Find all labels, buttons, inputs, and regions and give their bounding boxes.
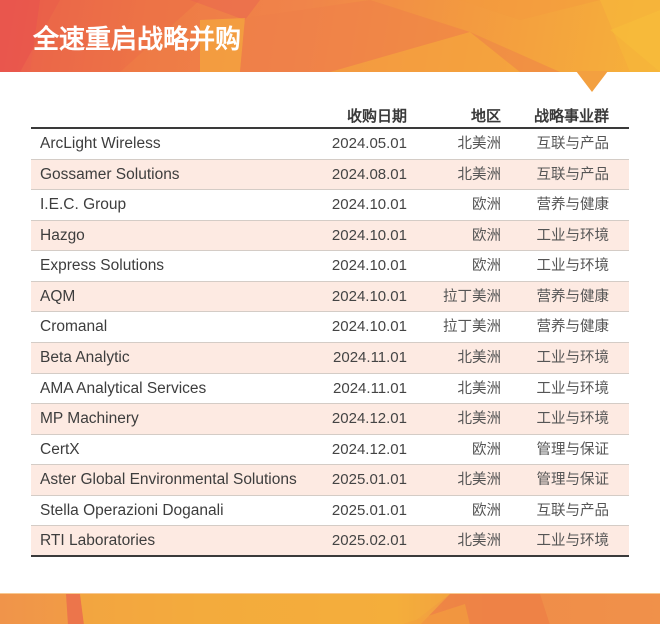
- footer-banner: [0, 593, 660, 624]
- acquisition-date: 2024.08.01: [331, 165, 407, 183]
- business-group: 工业与环境: [536, 258, 610, 275]
- region: 北美洲: [457, 533, 502, 550]
- business-group: 管理与保证: [536, 441, 610, 458]
- acquisition-date: 2024.11.01: [333, 379, 407, 397]
- business-group: 营养与健康: [536, 197, 610, 214]
- table-row: AQM 2024.10.01 拉丁美洲 营养与健康: [31, 281, 629, 313]
- company-name: ArcLight Wireless: [40, 135, 161, 152]
- table-row: ArcLight Wireless 2024.05.01 北美洲 互联与产品: [31, 129, 629, 160]
- region: 欧洲: [472, 227, 501, 244]
- company-name: Beta Analytic: [40, 348, 130, 366]
- region: 北美洲: [457, 380, 502, 397]
- company-name: Hazgo: [40, 226, 85, 244]
- table-row: Aster Global Environmental Solutions 202…: [31, 465, 629, 496]
- acquisition-date: 2024.11.01: [333, 348, 407, 366]
- column-header-group: 战略事业群: [533, 107, 609, 125]
- company-name: I.E.C. Group: [40, 196, 127, 214]
- table-row: CertX 2024.12.01 欧洲 管理与保证: [31, 434, 629, 466]
- acquisition-date: 2024.12.01: [331, 410, 407, 428]
- column-header-date: 收购日期: [346, 107, 407, 125]
- company-name: RTI Laboratories: [40, 532, 156, 550]
- table-row: Beta Analytic 2024.11.01 北美洲 工业与环境: [31, 342, 629, 374]
- pointer-triangle: [576, 71, 608, 92]
- region: 北美洲: [457, 349, 502, 366]
- table-row: Hazgo 2024.10.01 欧洲 工业与环境: [31, 220, 629, 252]
- business-group: 互联与产品: [536, 166, 610, 183]
- header-banner: 全速重启战略并购: [0, 0, 660, 72]
- business-group: 工业与环境: [536, 380, 610, 397]
- page-title: 全速重启战略并购: [33, 25, 242, 55]
- region: 北美洲: [457, 411, 502, 428]
- acquisition-date: 2024.05.01: [331, 135, 407, 152]
- region: 拉丁美洲: [443, 288, 501, 305]
- region: 欧洲: [472, 502, 501, 519]
- decorative-polygons: [66, 594, 660, 624]
- business-group: 工业与环境: [536, 349, 610, 366]
- column-header-region: 地区: [470, 107, 501, 125]
- region: 北美洲: [457, 472, 502, 489]
- business-group: 营养与健康: [536, 288, 610, 305]
- business-group: 工业与环境: [536, 411, 610, 428]
- table-row: Stella Operazioni Doganali 2025.01.01 欧洲…: [31, 495, 629, 527]
- region: 欧洲: [472, 197, 501, 214]
- business-group: 营养与健康: [536, 319, 610, 336]
- acquisition-date: 2024.10.01: [331, 257, 407, 275]
- region: 欧洲: [472, 441, 501, 458]
- company-name: Aster Global Environmental Solutions: [40, 471, 297, 489]
- business-group: 工业与环境: [536, 533, 610, 550]
- table-row: RTI Laboratories 2025.02.01 北美洲 工业与环境: [31, 526, 629, 557]
- company-name: Gossamer Solutions: [40, 165, 180, 183]
- table-row: Express Solutions 2024.10.01 欧洲 工业与环境: [31, 251, 629, 282]
- company-name: Express Solutions: [40, 257, 165, 275]
- decorative-polygons: [0, 0, 660, 72]
- business-group: 互联与产品: [536, 136, 610, 152]
- table-row: Cromanal 2024.10.01 拉丁美洲 营养与健康: [31, 312, 629, 343]
- table-row: I.E.C. Group 2024.10.01 欧洲 营养与健康: [31, 190, 629, 221]
- business-group: 工业与环境: [536, 227, 610, 244]
- table-row: Gossamer Solutions 2024.08.01 北美洲 互联与产品: [31, 159, 629, 191]
- table-row: AMA Analytical Services 2024.11.01 北美洲 工…: [31, 373, 629, 405]
- acquisition-date: 2025.01.01: [331, 501, 407, 519]
- table-row: MP Machinery 2024.12.01 北美洲 工业与环境: [31, 404, 629, 435]
- acquisitions-table: 收购日期 地区 战略事业群 ArcLight Wireless 2024.05.…: [31, 101, 629, 557]
- acquisition-date: 2024.10.01: [331, 226, 407, 244]
- company-name: Stella Operazioni Doganali: [40, 501, 224, 519]
- company-name: MP Machinery: [40, 410, 139, 428]
- table-header: 收购日期 地区 战略事业群: [31, 101, 629, 129]
- company-name: AQM: [40, 287, 76, 305]
- business-group: 管理与保证: [536, 472, 610, 489]
- company-name: CertX: [40, 440, 80, 458]
- company-name: AMA Analytical Services: [40, 379, 207, 397]
- acquisition-date: 2024.12.01: [331, 440, 407, 458]
- region: 拉丁美洲: [443, 319, 501, 336]
- acquisition-date: 2024.10.01: [331, 318, 407, 336]
- business-group: 互联与产品: [536, 502, 610, 519]
- region: 北美洲: [457, 136, 502, 152]
- company-name: Cromanal: [40, 318, 108, 336]
- acquisition-date: 2024.10.01: [331, 287, 407, 305]
- region: 北美洲: [457, 166, 502, 183]
- acquisition-date: 2025.02.01: [331, 532, 407, 550]
- region: 欧洲: [472, 258, 501, 275]
- acquisition-date: 2025.01.01: [331, 471, 407, 489]
- acquisition-date: 2024.10.01: [331, 196, 407, 214]
